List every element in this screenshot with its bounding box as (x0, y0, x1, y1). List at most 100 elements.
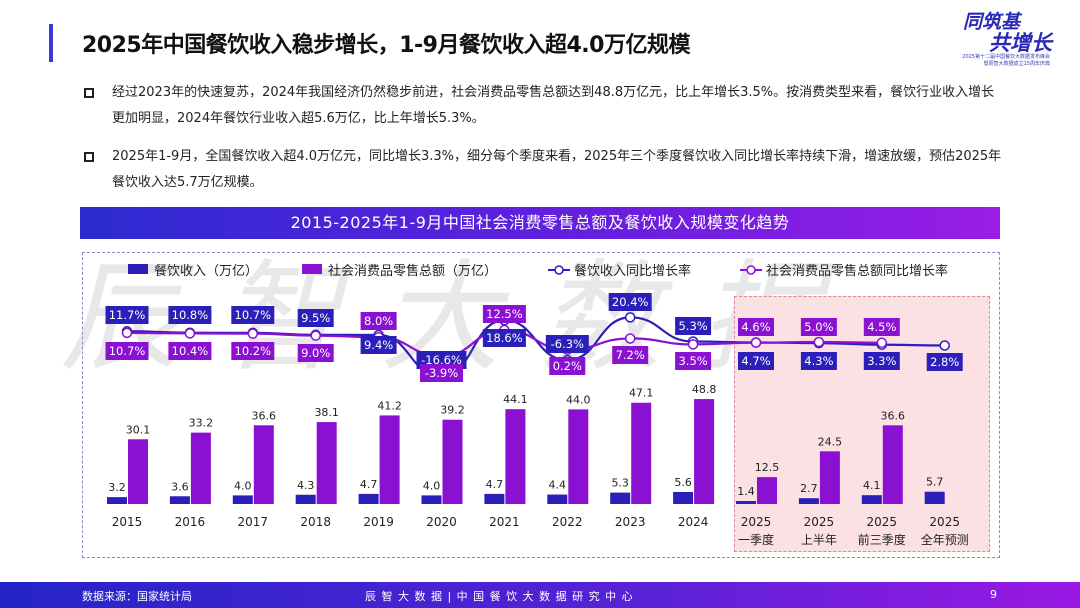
rate-label: 9.4% (364, 338, 393, 352)
bar-value-label: 5.3 (611, 477, 629, 490)
chart-frame (82, 252, 1000, 558)
bullet-text: 2025年1-9月，全国餐饮收入超4.0万亿元，同比增长3.3%，细分每个季度来… (112, 149, 1002, 190)
bar-value-label: 1.4 (737, 485, 755, 498)
legend-swatch (128, 264, 148, 274)
category-label: 2022 (552, 515, 583, 529)
rate-label: 4.5% (867, 320, 896, 334)
bar-value-label: 4.0 (234, 479, 252, 492)
rate-label-box (420, 364, 463, 382)
rate-label: 5.3% (678, 319, 707, 333)
rate-label: 9.0% (301, 346, 330, 360)
bar-value-label: 3.6 (171, 480, 189, 493)
category-label: 2019 (363, 515, 394, 529)
rate-label-box (863, 352, 900, 370)
logo-line1: 同筑基 (962, 11, 1020, 33)
bar-catering (107, 497, 127, 504)
line-point (687, 339, 699, 350)
bar-retail (442, 419, 463, 504)
legend-marker (554, 265, 564, 275)
bar-catering (232, 495, 253, 504)
bar-value-label: 4.4 (549, 479, 567, 492)
legend-swatch (302, 264, 322, 274)
event-logo: 同筑基 共增长 2025第十二届中国餐饮大数据发布峰会 暨辰智大数据成立15周年… (940, 12, 1060, 82)
rate-label: 0.2% (553, 359, 582, 373)
category-label: 2017 (238, 515, 269, 529)
line-point (184, 328, 196, 339)
bar-retail (694, 399, 715, 504)
rate-label-box (482, 305, 526, 323)
rate-label: 5.0% (804, 320, 833, 334)
rate-label-box (675, 352, 712, 370)
line-point (310, 330, 321, 341)
bar-retail (757, 477, 777, 504)
rate-label-box (675, 317, 712, 335)
bar-catering (924, 491, 945, 504)
category-label: 2025 (804, 515, 835, 529)
category-label: 2016 (175, 515, 206, 529)
line-point (624, 312, 636, 323)
rate-label: 9.5% (301, 311, 330, 325)
bar-catering (421, 495, 442, 504)
bar-value-label: 38.1 (314, 406, 339, 419)
bullet-text: 经过2023年的快速复苏，2024年我国经济仍然稳步前进，社会消费品零售总额达到… (112, 85, 995, 126)
logo-line3: 2025第十二届中国餐饮大数据发布峰会 (962, 54, 1050, 60)
rate-label-box (612, 346, 649, 364)
bar-value-label: 24.5 (818, 435, 843, 448)
bar-value-label: 4.0 (423, 479, 441, 492)
bar-value-label: 33.2 (189, 417, 214, 430)
legend-label: 社会消费品零售总额同比增长率 (766, 263, 948, 279)
category-label: 前三季度 (858, 532, 906, 547)
bar-value-label: 44.1 (503, 393, 528, 406)
bar-value-label: 5.7 (926, 476, 944, 489)
bar-retail (379, 415, 400, 504)
category-label: 2025 (929, 515, 960, 529)
chart-title: 2015-2025年1-9月中国社会消费零售总额及餐饮收入规模变化趋势 (80, 207, 1000, 239)
rate-label: 10.4% (172, 344, 209, 358)
rate-label-box (297, 309, 334, 327)
title-accent-bar (49, 24, 53, 62)
bar-catering (547, 494, 568, 504)
category-label: 2015 (112, 515, 143, 529)
rate-label: 10.7% (109, 344, 146, 358)
line-point (939, 340, 950, 351)
bar-catering (736, 500, 756, 504)
bar-retail (190, 432, 211, 504)
rate-label-box (545, 335, 589, 353)
bar-value-label: 47.1 (629, 387, 654, 400)
bar-value-label: 44.0 (566, 393, 591, 406)
footer-org: 辰 智 大 数 据 | 中 国 餐 饮 大 数 据 研 究 中 心 (365, 590, 634, 603)
legend-label: 餐饮收入（万亿） (154, 263, 258, 279)
category-label: 2025 (867, 515, 898, 529)
category-label: 2018 (300, 515, 331, 529)
rate-label: 10.8% (172, 308, 209, 322)
rate-label: -6.3% (551, 337, 584, 351)
forecast-highlight-region (734, 296, 990, 552)
rate-label-box (168, 342, 212, 360)
bullet-square-icon (84, 88, 94, 98)
line-point (813, 336, 825, 348)
line-point (876, 337, 888, 349)
rate-label: 8.0% (364, 314, 393, 328)
bar-value-label: 4.7 (486, 478, 504, 491)
logo-line2: 共增长 (989, 31, 1052, 55)
page-number: 9 (990, 588, 997, 601)
category-label: 2023 (615, 515, 646, 529)
category-label: 2020 (426, 515, 457, 529)
category-label: 上半年 (801, 533, 837, 547)
rate-label: 20.4% (612, 295, 649, 309)
bullet-square-icon (84, 152, 94, 162)
rate-label-box (168, 306, 212, 324)
line-point (750, 337, 762, 348)
logo-line4: 暨辰智大数据成立15周年庆典 (983, 61, 1050, 67)
rate-label-box (738, 318, 774, 336)
bar-value-label: 4.1 (863, 479, 881, 492)
legend-label: 餐饮收入同比增长率 (574, 263, 691, 279)
bullet-1: 经过2023年的快速复苏，2024年我国经济仍然稳步前进，社会消费品零售总额达到… (84, 80, 1004, 132)
line-point (121, 327, 133, 339)
rate-label-box (800, 318, 837, 336)
rate-label: 12.5% (486, 307, 523, 321)
rate-label: 3.5% (678, 354, 707, 368)
category-label: 2025 (741, 515, 772, 529)
bar-value-label: 4.3 (297, 479, 315, 492)
